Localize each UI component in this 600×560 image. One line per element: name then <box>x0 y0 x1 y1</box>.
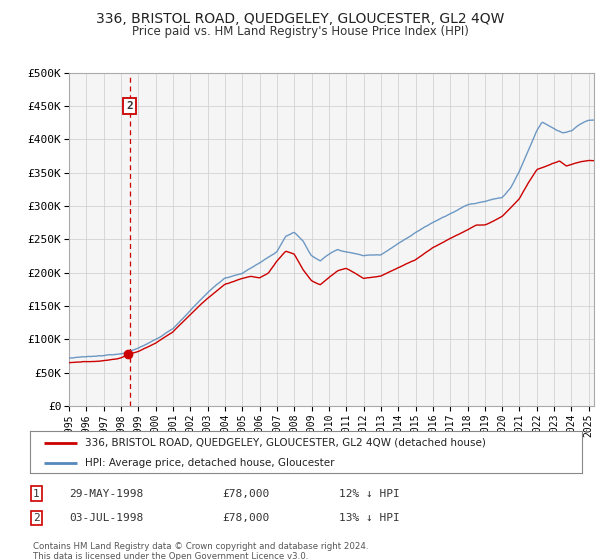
Text: HPI: Average price, detached house, Gloucester: HPI: Average price, detached house, Glou… <box>85 458 335 468</box>
Text: Contains HM Land Registry data © Crown copyright and database right 2024.: Contains HM Land Registry data © Crown c… <box>33 542 368 550</box>
Text: £78,000: £78,000 <box>222 513 269 523</box>
Text: 13% ↓ HPI: 13% ↓ HPI <box>339 513 400 523</box>
Text: 29-MAY-1998: 29-MAY-1998 <box>69 489 143 499</box>
Text: £78,000: £78,000 <box>222 489 269 499</box>
Text: 336, BRISTOL ROAD, QUEDGELEY, GLOUCESTER, GL2 4QW: 336, BRISTOL ROAD, QUEDGELEY, GLOUCESTER… <box>96 12 504 26</box>
Text: 2: 2 <box>126 101 133 111</box>
Text: 2: 2 <box>33 513 40 523</box>
Text: This data is licensed under the Open Government Licence v3.0.: This data is licensed under the Open Gov… <box>33 552 308 560</box>
Text: 336, BRISTOL ROAD, QUEDGELEY, GLOUCESTER, GL2 4QW (detached house): 336, BRISTOL ROAD, QUEDGELEY, GLOUCESTER… <box>85 438 486 448</box>
Text: Price paid vs. HM Land Registry's House Price Index (HPI): Price paid vs. HM Land Registry's House … <box>131 25 469 38</box>
Text: 12% ↓ HPI: 12% ↓ HPI <box>339 489 400 499</box>
Text: 03-JUL-1998: 03-JUL-1998 <box>69 513 143 523</box>
Text: 1: 1 <box>33 489 40 499</box>
